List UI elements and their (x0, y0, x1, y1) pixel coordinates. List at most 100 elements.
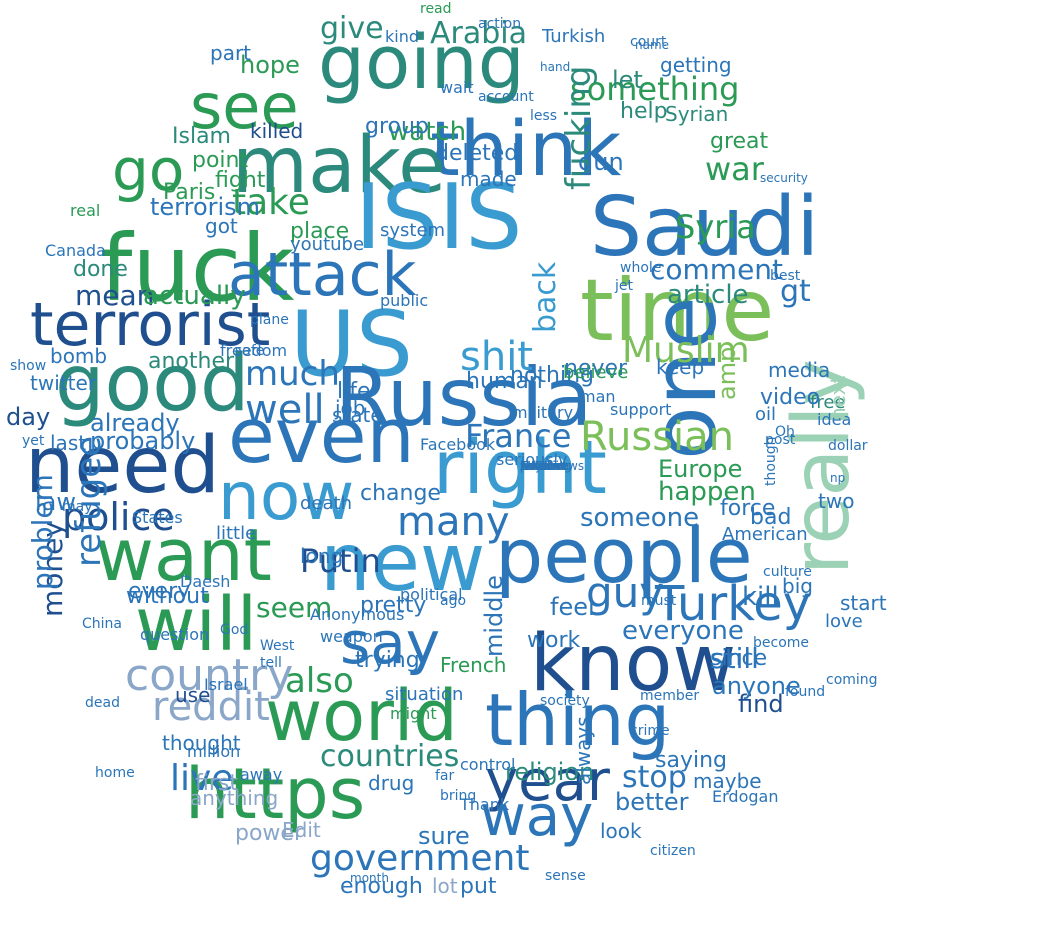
cloud-word: court (630, 34, 667, 50)
cloud-word: people (495, 511, 753, 600)
cloud-word: Paris (163, 180, 215, 205)
cloud-word: US (290, 292, 413, 397)
cloud-word: thought (162, 731, 241, 755)
cloud-word: say (340, 609, 440, 677)
cloud-word: show (10, 358, 46, 374)
cloud-word: group (365, 114, 429, 139)
cloud-word: wait (440, 78, 474, 97)
cloud-word: anything (190, 786, 278, 810)
cloud-word: help (620, 99, 668, 124)
cloud-word: saying (655, 748, 727, 773)
cloud-word: culture (763, 564, 812, 580)
cloud-word: Islam (172, 124, 231, 149)
cloud-word: jet (614, 278, 634, 294)
cloud-word: whole (620, 260, 661, 276)
cloud-word: million (187, 742, 240, 761)
cloud-word: dollar (828, 438, 868, 454)
cloud-word: killed (250, 119, 303, 143)
cloud-word: security (760, 171, 808, 185)
cloud-word: tell (260, 655, 282, 671)
cloud-word: mean (75, 279, 154, 312)
cloud-word: Facebook (420, 435, 496, 454)
cloud-word: need (25, 421, 220, 511)
cloud-word: pay (520, 459, 542, 473)
cloud-word: someone (580, 503, 699, 533)
cloud-word: got (205, 214, 238, 238)
cloud-word: post (765, 432, 796, 448)
cloud-word: law (35, 488, 76, 516)
cloud-word: give (320, 11, 384, 46)
cloud-word: deleted (435, 141, 518, 166)
cloud-word: now (218, 458, 354, 535)
cloud-word: dead (85, 695, 120, 711)
cloud-word: news (520, 459, 551, 473)
cloud-word: God (220, 622, 248, 638)
cloud-word: less (530, 108, 557, 124)
cloud-word: seem (256, 591, 332, 624)
cloud-word: kind (385, 27, 419, 46)
cloud-word: name (635, 38, 669, 52)
cloud-word: youtube (290, 234, 364, 255)
cloud-word: away (240, 765, 282, 784)
cloud-word: support (610, 400, 671, 419)
cloud-word: home (95, 765, 135, 781)
cloud-word: Syria (675, 208, 756, 246)
cloud-word: Turkish (541, 26, 605, 47)
cloud-word: day (6, 403, 50, 431)
cloud-word: money (36, 521, 69, 617)
cloud-word: always (571, 716, 595, 785)
cloud-word: French (440, 653, 506, 677)
cloud-word: Edit (282, 818, 321, 842)
cloud-word: Anonymous (310, 605, 404, 624)
cloud-word: terrorism (150, 193, 260, 221)
cloud-word: action (478, 16, 521, 32)
cloud-word: change (360, 481, 441, 506)
cloud-word: Russian (580, 414, 734, 460)
cloud-word: West (260, 638, 295, 654)
cloud-word: Muslim (622, 330, 750, 371)
cloud-word: Europe (658, 455, 742, 483)
cloud-word: France (465, 417, 571, 455)
cloud-word: anyone (712, 672, 801, 700)
cloud-word: bad (750, 505, 791, 530)
cloud-word: EU (520, 459, 536, 473)
cloud-word: stop (622, 760, 687, 795)
cloud-word: attack (228, 240, 417, 310)
cloud-word: probably (90, 427, 195, 455)
cloud-word: reddit (152, 684, 270, 730)
cloud-word: weapon (320, 627, 383, 646)
cloud-word: shooting (520, 459, 572, 473)
cloud-word: will (135, 582, 257, 668)
cloud-word: good (55, 339, 249, 429)
cloud-word: never (564, 356, 628, 381)
cloud-word: man (580, 387, 616, 406)
cloud-word: government (310, 838, 529, 879)
cloud-word: much (245, 354, 340, 394)
cloud-word: oil (755, 404, 776, 425)
cloud-word: force (720, 496, 775, 521)
cloud-word: freedom (220, 341, 287, 360)
cloud-word: religion (505, 758, 594, 786)
cloud-word: country (125, 650, 293, 701)
cloud-word: already (90, 409, 180, 437)
cloud-word: bring (440, 788, 476, 804)
cloud-word: yet (22, 433, 45, 449)
cloud-word: made (460, 167, 517, 191)
cloud-word: public (380, 291, 428, 310)
cloud-word: become (753, 635, 809, 651)
cloud-word: political (400, 585, 463, 604)
cloud-word: fucking (559, 66, 599, 190)
cloud-word: one (633, 296, 736, 460)
cloud-word: middle (480, 575, 508, 657)
cloud-word: sure (418, 822, 470, 850)
cloud-word: comment (650, 253, 783, 286)
cloud-word: Canada (45, 241, 106, 260)
cloud-word: may (62, 499, 93, 515)
cloud-word: everyone (622, 616, 744, 646)
cloud-word: hope (240, 51, 300, 79)
cloud-word: work (527, 628, 580, 653)
cloud-word: Russia (335, 351, 592, 444)
cloud-word: great (710, 129, 769, 154)
